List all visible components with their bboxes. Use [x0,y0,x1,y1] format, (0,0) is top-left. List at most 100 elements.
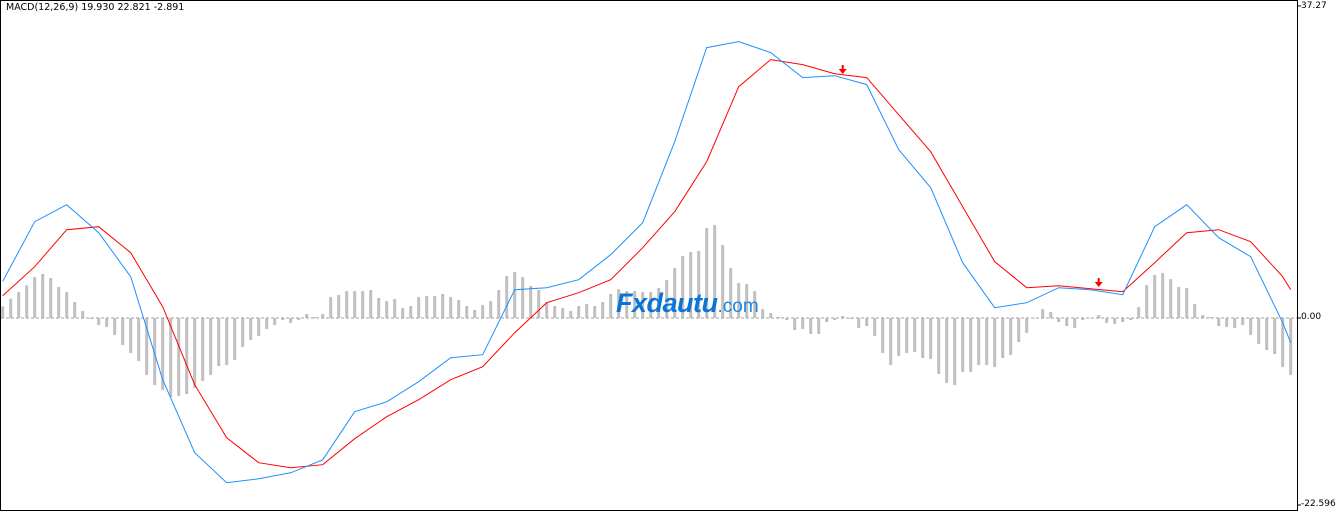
histogram-bar [569,310,573,319]
histogram-bar [297,318,301,321]
histogram-bar [945,318,949,384]
histogram-bar [513,272,517,319]
macd-line [2,41,1292,484]
histogram-bar [1049,312,1053,319]
histogram-bar [433,296,437,319]
histogram-bar [305,314,309,319]
histogram-bar [177,318,181,397]
histogram-bar [33,277,37,319]
histogram-bar [553,306,557,319]
histogram-bar [825,318,829,322]
histogram-bar [1145,285,1149,319]
histogram-bar [785,318,789,321]
histogram-bar [169,318,173,398]
histogram-bar [441,294,445,319]
histogram-bar [57,286,61,319]
histogram-bar [665,279,669,319]
histogram-bar [241,318,245,348]
histogram-bar [1273,318,1277,355]
histogram-bar [841,315,845,319]
histogram-bar [761,309,765,319]
histogram-bar [345,291,349,319]
histogram-bar [953,318,957,386]
histogram-bar [1201,315,1205,319]
histogram-bar [649,291,653,319]
histogram-bar [745,284,749,319]
y-tick-label-min: -22.596 [1301,499,1336,509]
histogram-bar [1033,318,1037,319]
histogram-bar [1193,303,1197,319]
histogram-bar [225,318,229,366]
histogram-bar [449,297,453,319]
indicator-header: MACD(12,26,9) 19.930 22.821 -2.891 [6,2,184,13]
histogram-bar [641,291,645,319]
histogram-bar [1161,273,1165,319]
histogram-bar [1041,309,1045,319]
histogram-bar [497,290,501,319]
histogram-bar [657,288,661,319]
histogram-bar [1097,315,1101,319]
histogram-bar [609,294,613,319]
histogram-bar [1065,318,1069,327]
histogram-bar [977,318,981,366]
histogram-bar [457,300,461,319]
histogram-bar [969,318,973,373]
histogram-bar [257,318,261,337]
histogram-bar [857,318,861,328]
histogram-bar [713,225,717,319]
histogram-bar [617,289,621,319]
histogram-bar [1081,318,1085,321]
histogram-bar [1089,318,1093,319]
histogram-bar [1129,318,1133,321]
histogram-bar [1177,286,1181,319]
histogram-bar [193,318,197,388]
histogram-bar [217,318,221,367]
histogram-bar [961,318,965,373]
histogram-bar [1073,318,1077,328]
histogram-bar [601,302,605,319]
y-tick-label-zero: 0.00 [1301,312,1322,322]
histogram-bar [145,318,149,375]
watermark-logo: Fxdautu.com [616,288,759,319]
histogram-bar [49,278,53,319]
histogram-bar [9,298,13,319]
histogram-bar [81,310,85,319]
histogram-bar [1017,318,1021,343]
histogram-bar [737,283,741,319]
histogram-bar [377,297,381,319]
histogram-bar [233,318,237,361]
histogram-bar [289,318,293,324]
histogram-bar [161,318,165,391]
histogram-bar [889,318,893,366]
histogram-bar [913,318,917,352]
histogram-bar [1121,318,1125,322]
histogram-bar [1169,279,1173,319]
histogram-bar [385,301,389,319]
histogram-bar [265,318,269,330]
histogram-bar [585,303,589,319]
histogram-bar [201,318,205,381]
histogram-bar [473,309,477,319]
histogram-bar [1137,307,1141,319]
histogram-bar [249,318,253,340]
histogram [1,225,1293,398]
histogram-bar [369,290,373,319]
histogram-bar [17,291,21,319]
histogram-bar [1225,318,1229,327]
histogram-bar [929,318,933,360]
histogram-bar [329,297,333,319]
histogram-bar [361,291,365,319]
histogram-bar [705,227,709,319]
histogram-bar [769,313,773,319]
histogram-bar [353,291,357,319]
histogram-bar [1289,318,1293,375]
histogram-bar [1105,318,1109,324]
histogram-bar [593,306,597,319]
sell-arrow-icon [1094,278,1103,288]
histogram-bar [121,318,125,345]
histogram-bar [1025,318,1029,333]
histogram-bar [697,250,701,319]
histogram-bar [545,302,549,319]
histogram-bar [561,308,565,319]
